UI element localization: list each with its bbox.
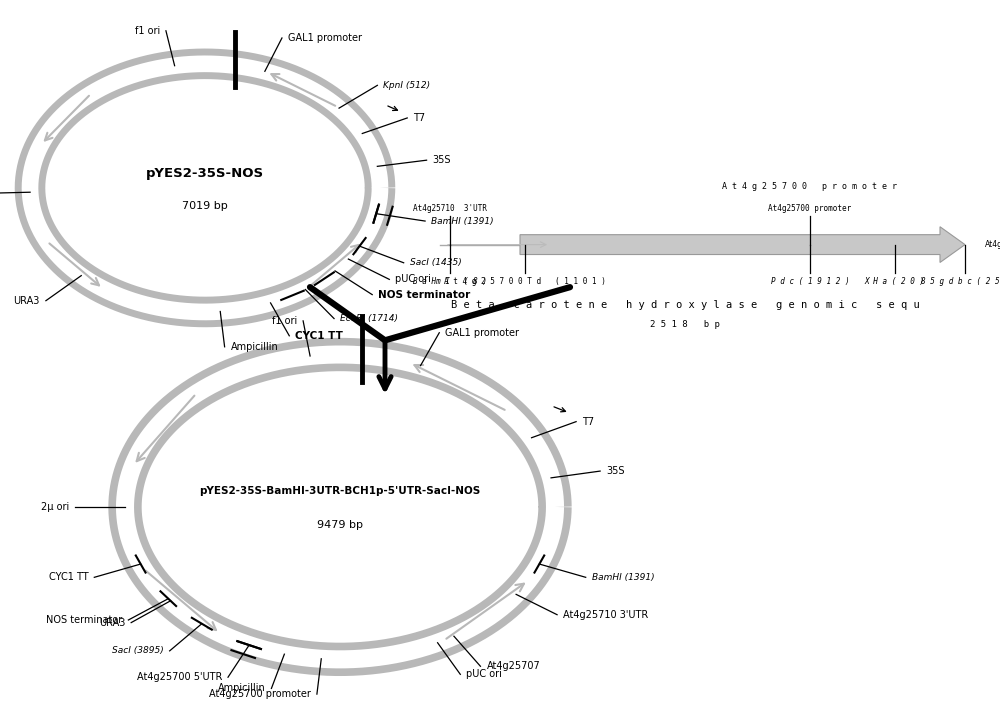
Text: URA3: URA3 — [99, 618, 125, 627]
Text: pYES2-35S-BamHI-3UTR-BCH1p-5'UTR-SacI-NOS: pYES2-35S-BamHI-3UTR-BCH1p-5'UTR-SacI-NO… — [199, 486, 481, 496]
Text: B e t a - c a r o t e n e   h y d r o x y l a s e   g e n o m i c   s e q u: B e t a - c a r o t e n e h y d r o x y … — [451, 300, 919, 310]
Text: At4g2570: At4g2570 — [985, 240, 1000, 249]
Text: 35S: 35S — [433, 155, 451, 165]
Text: GAL1 promoter: GAL1 promoter — [445, 328, 519, 337]
Text: A t 4 g 2 5 7 0 0   p r o m o t e r: A t 4 g 2 5 7 0 0 p r o m o t e r — [722, 182, 898, 191]
Text: CYC1 TT: CYC1 TT — [295, 331, 343, 341]
Text: BamHI (1391): BamHI (1391) — [592, 573, 654, 582]
Text: P d c ( 1 9 1 2 ): P d c ( 1 9 1 2 ) — [771, 277, 849, 286]
Text: 9479 bp: 9479 bp — [317, 520, 363, 530]
FancyArrow shape — [520, 227, 965, 262]
Text: pYES2-35S-NOS: pYES2-35S-NOS — [146, 167, 264, 180]
Text: X H a ( 2 0 ): X H a ( 2 0 ) — [865, 277, 925, 286]
Text: T7: T7 — [413, 113, 425, 123]
Text: pUC ori: pUC ori — [395, 274, 431, 284]
Text: pUC ori: pUC ori — [466, 669, 502, 679]
Text: At4g25700 promoter: At4g25700 promoter — [768, 203, 852, 213]
Text: GAL1 promoter: GAL1 promoter — [288, 33, 362, 43]
Text: f1 ori: f1 ori — [272, 316, 297, 326]
Text: f1 ori: f1 ori — [135, 26, 160, 35]
Text: Ampicillin: Ampicillin — [231, 342, 278, 352]
Text: At4g25700 promoter: At4g25700 promoter — [209, 689, 311, 699]
Text: SacI (1435): SacI (1435) — [410, 258, 461, 267]
Text: T7: T7 — [582, 417, 594, 427]
Text: SacI (3895): SacI (3895) — [112, 647, 164, 655]
Text: KpnI (512): KpnI (512) — [383, 81, 430, 90]
Text: BamHI (1391): BamHI (1391) — [431, 216, 494, 225]
Text: NOS terminator: NOS terminator — [378, 290, 470, 300]
Text: NOS terminator: NOS terminator — [46, 615, 122, 625]
Text: At4g25707: At4g25707 — [486, 661, 540, 671]
Text: 8 5 g d b c ( 2 5 1: 8 5 g d b c ( 2 5 1 — [921, 277, 1000, 286]
Text: A t 4 g 2 5 7 0 0 T d   ( 1 1 0 1 ): A t 4 g 2 5 7 0 0 T d ( 1 1 0 1 ) — [444, 277, 606, 286]
Text: At4g25700 5'UTR: At4g25700 5'UTR — [137, 672, 222, 682]
Text: EcoRI (1714): EcoRI (1714) — [340, 314, 398, 323]
Text: At4g25710  3'UTR: At4g25710 3'UTR — [413, 203, 487, 213]
Text: 7019 bp: 7019 bp — [182, 201, 228, 211]
Text: 2μ ori: 2μ ori — [41, 502, 69, 512]
Text: 35S: 35S — [606, 466, 625, 476]
Text: B a Hm I   ( 8 ): B a Hm I ( 8 ) — [413, 277, 487, 286]
Text: At4g25710 3'UTR: At4g25710 3'UTR — [563, 610, 648, 620]
Text: 2 5 1 8   b p: 2 5 1 8 b p — [650, 320, 720, 328]
Text: CYC1 TT: CYC1 TT — [49, 572, 88, 582]
Text: Ampicillin: Ampicillin — [218, 683, 265, 693]
Text: URA3: URA3 — [14, 296, 40, 306]
